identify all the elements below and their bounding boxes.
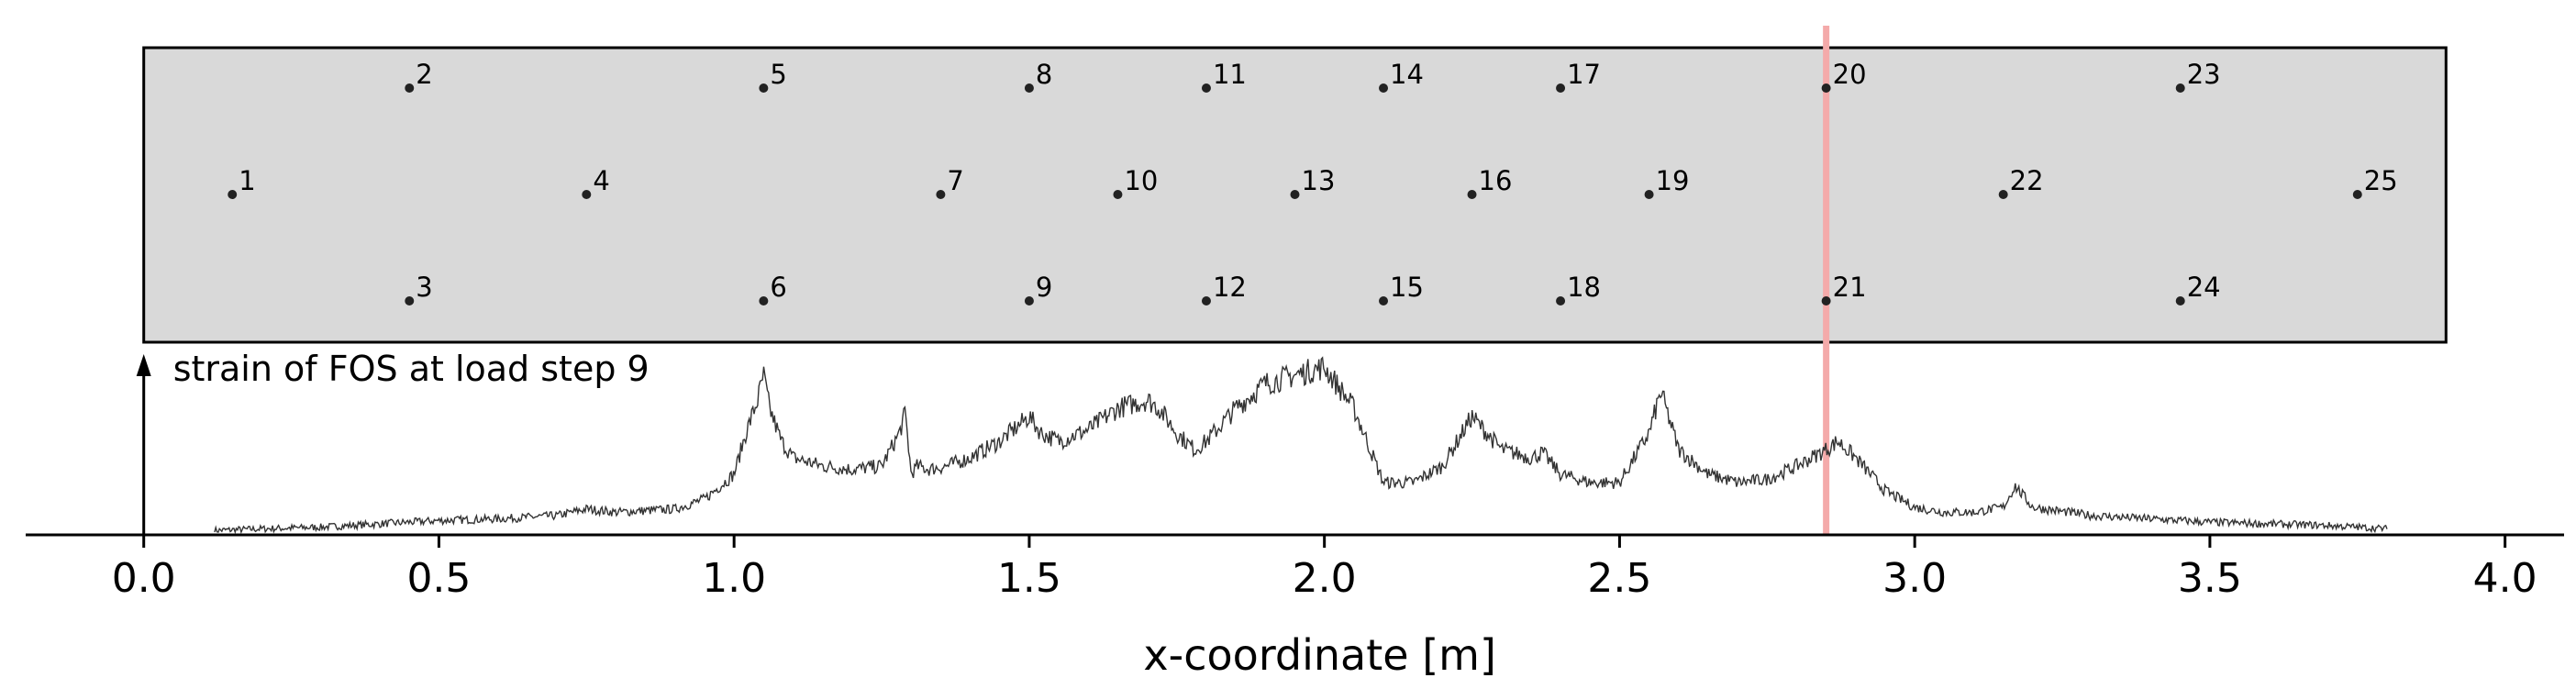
x-axis-label: x-coordinate [m] — [1143, 630, 1496, 680]
x-tick-label: 2.0 — [1293, 555, 1357, 602]
node-point-13 — [1290, 190, 1300, 199]
node-point-5 — [759, 83, 769, 93]
strain-curve — [214, 356, 2388, 535]
node-label-20: 20 — [1833, 59, 1867, 90]
node-label-21: 21 — [1833, 272, 1867, 303]
strain-arrow-head — [136, 354, 151, 376]
node-point-17 — [1556, 83, 1566, 93]
x-tick-label: 3.5 — [2178, 555, 2242, 602]
node-label-13: 13 — [1302, 165, 1336, 196]
node-point-10 — [1113, 190, 1123, 199]
node-label-14: 14 — [1390, 59, 1424, 90]
node-point-21 — [1821, 296, 1831, 306]
nodes-group: 1234567891011121314151617181920212223242… — [228, 59, 2398, 306]
node-label-24: 24 — [2187, 272, 2221, 303]
node-point-9 — [1024, 296, 1034, 306]
node-point-14 — [1379, 83, 1389, 93]
node-point-20 — [1821, 83, 1831, 93]
node-point-4 — [582, 190, 592, 199]
node-label-18: 18 — [1567, 272, 1601, 303]
node-point-12 — [1201, 296, 1211, 306]
x-tick-label: 2.5 — [1587, 555, 1651, 602]
node-label-15: 15 — [1390, 272, 1424, 303]
node-label-7: 7 — [947, 165, 963, 196]
node-label-23: 23 — [2187, 59, 2221, 90]
node-label-22: 22 — [2010, 165, 2044, 196]
node-label-12: 12 — [1213, 272, 1247, 303]
node-point-1 — [228, 190, 238, 199]
node-point-11 — [1201, 83, 1211, 93]
x-tick-label: 0.5 — [406, 555, 471, 602]
node-label-19: 19 — [1656, 165, 1690, 196]
node-point-25 — [2352, 190, 2362, 199]
node-point-3 — [405, 296, 415, 306]
node-label-10: 10 — [1124, 165, 1158, 196]
node-label-4: 4 — [593, 165, 609, 196]
node-point-16 — [1467, 190, 1477, 199]
node-label-25: 25 — [2364, 165, 2398, 196]
x-tick-label: 4.0 — [2473, 555, 2537, 602]
x-tick-label: 0.0 — [112, 555, 176, 602]
node-point-15 — [1379, 296, 1389, 306]
node-point-24 — [2175, 296, 2185, 306]
x-tick-label: 3.0 — [1882, 555, 1947, 602]
node-label-8: 8 — [1036, 59, 1052, 90]
node-point-22 — [1998, 190, 2008, 199]
node-point-19 — [1644, 190, 1654, 199]
x-tick-label: 1.0 — [702, 555, 766, 602]
node-point-8 — [1024, 83, 1034, 93]
x-tick-label: 1.5 — [997, 555, 1061, 602]
node-point-6 — [759, 296, 769, 306]
node-label-11: 11 — [1213, 59, 1247, 90]
node-label-6: 6 — [770, 272, 786, 303]
node-point-7 — [936, 190, 946, 199]
node-point-18 — [1556, 296, 1566, 306]
node-point-2 — [405, 83, 415, 93]
node-label-17: 17 — [1567, 59, 1601, 90]
x-ticks-group: 0.0 0.5 1.0 1.5 2.0 2.5 3.0 3.5 4.0 — [112, 535, 2537, 602]
node-label-5: 5 — [770, 59, 786, 90]
strain-label: strain of FOS at load step 9 — [173, 349, 650, 389]
node-label-2: 2 — [416, 59, 432, 90]
node-label-16: 16 — [1479, 165, 1513, 196]
node-point-23 — [2175, 83, 2185, 93]
node-label-3: 3 — [416, 272, 432, 303]
node-label-9: 9 — [1036, 272, 1052, 303]
node-label-1: 1 — [239, 165, 255, 196]
